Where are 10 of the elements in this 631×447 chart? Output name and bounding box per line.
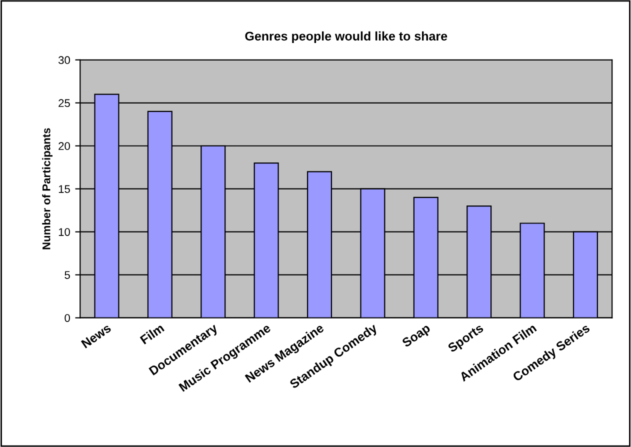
y-tick-label: 10	[58, 228, 70, 236]
y-tick-label: 15	[58, 185, 70, 193]
x-tick-label: Soap	[401, 323, 432, 350]
y-tick-label: 25	[58, 99, 70, 108]
y-tick-label: 0	[64, 314, 70, 322]
y-tick-label: 5	[64, 271, 70, 279]
y-axis-title: Number of Participants	[42, 128, 52, 250]
y-tick-label: 30	[58, 56, 70, 64]
y-tick-label: 20	[58, 142, 70, 150]
chart-title: Genres people would like to share	[245, 31, 448, 44]
